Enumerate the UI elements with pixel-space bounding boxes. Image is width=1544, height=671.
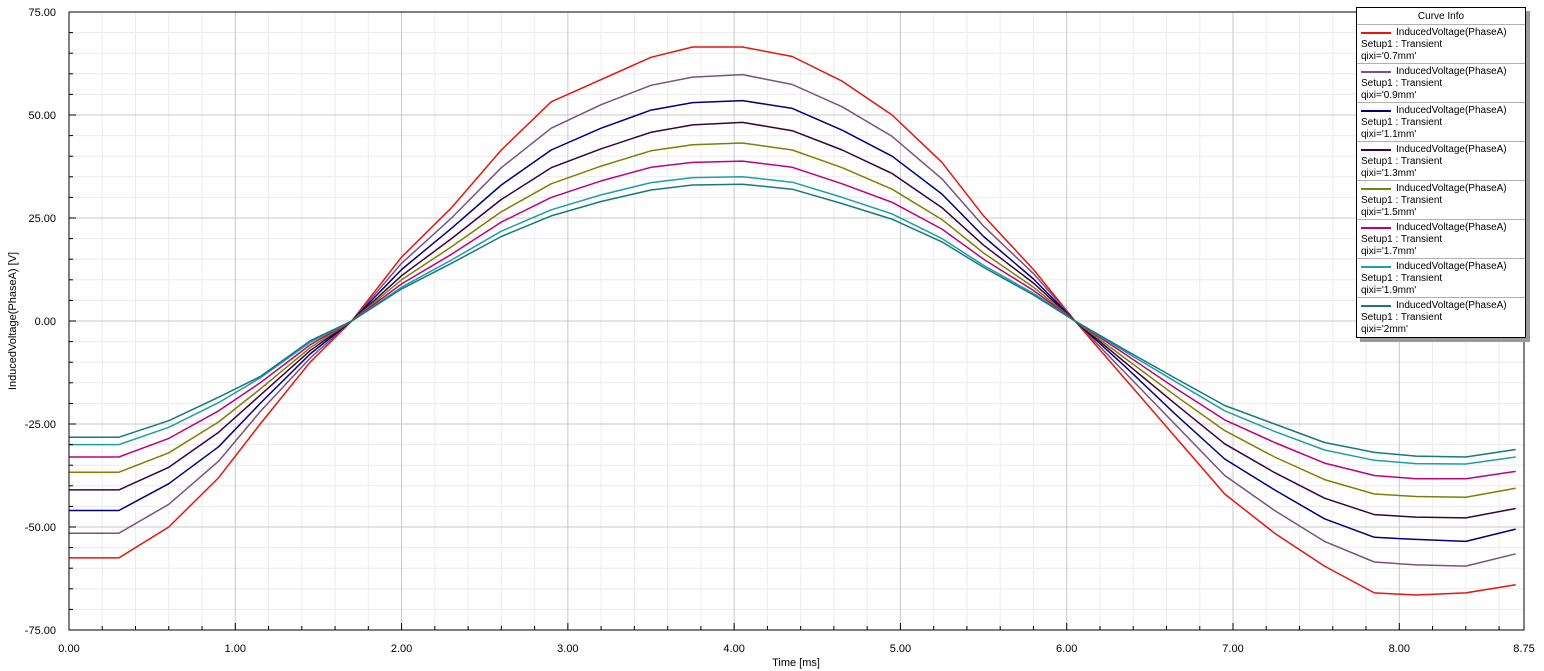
legend-setup: Setup1 : Transient: [1361, 312, 1443, 323]
x-tick-label: 3.00: [557, 643, 578, 655]
y-axis-title: InducedVoltage(PhaseA) [V]: [7, 252, 19, 390]
y-tick-label: -25.00: [25, 419, 56, 431]
legend-entry-header: InducedVoltage(PhaseA): [1361, 26, 1525, 39]
legend-entry[interactable]: InducedVoltage(PhaseA) Setup1 : Transient…: [1357, 103, 1525, 142]
legend-entry[interactable]: InducedVoltage(PhaseA) Setup1 : Transient…: [1357, 25, 1525, 64]
x-tick-label: 4.00: [723, 643, 744, 655]
legend-series-name: InducedVoltage(PhaseA): [1396, 221, 1507, 233]
legend-param: qixi='1.7mm': [1361, 246, 1417, 257]
x-tick-label: 8.00: [1389, 643, 1410, 655]
legend-param: qixi='1.3mm': [1361, 168, 1417, 179]
legend-title: Curve Info: [1357, 8, 1525, 25]
legend-entry-header: InducedVoltage(PhaseA): [1361, 182, 1525, 195]
y-tick-label: -50.00: [25, 522, 56, 534]
legend-swatch: [1361, 148, 1391, 151]
legend-param: qixi='0.7mm': [1361, 51, 1417, 62]
x-tick-label: 6.00: [1056, 643, 1077, 655]
curve-info-legend[interactable]: Curve Info InducedVoltage(PhaseA) Setup1 …: [1356, 7, 1526, 338]
series-line: [69, 142, 1516, 499]
series-line: [69, 183, 1516, 458]
series-line: [69, 160, 1516, 480]
series-line: [69, 46, 1516, 596]
legend-entry[interactable]: InducedVoltage(PhaseA) Setup1 : Transient…: [1357, 259, 1525, 298]
legend-setup: Setup1 : Transient: [1361, 156, 1443, 167]
legend-swatch: [1361, 109, 1391, 112]
y-tick-label: 25.00: [28, 213, 56, 225]
legend-entry[interactable]: InducedVoltage(PhaseA) Setup1 : Transient…: [1357, 142, 1525, 181]
x-tick-label: 5.00: [890, 643, 911, 655]
legend-entries: InducedVoltage(PhaseA) Setup1 : Transient…: [1357, 25, 1525, 337]
legend-entry[interactable]: InducedVoltage(PhaseA) Setup1 : Transient…: [1357, 181, 1525, 220]
legend-entry-header: InducedVoltage(PhaseA): [1361, 143, 1525, 156]
y-tick-label: 75.00: [28, 7, 56, 19]
legend-entry-header: InducedVoltage(PhaseA): [1361, 299, 1525, 312]
y-tick-label: 0.00: [35, 316, 56, 328]
series-line: [69, 121, 1516, 519]
legend-setup: Setup1 : Transient: [1361, 234, 1443, 245]
legend-entry[interactable]: InducedVoltage(PhaseA) Setup1 : Transient…: [1357, 220, 1525, 259]
legend-series-name: InducedVoltage(PhaseA): [1396, 104, 1507, 116]
legend-param: qixi='1.1mm': [1361, 129, 1417, 140]
x-tick-label: 1.00: [225, 643, 246, 655]
legend-series-name: InducedVoltage(PhaseA): [1396, 143, 1507, 155]
legend-series-name: InducedVoltage(PhaseA): [1396, 182, 1507, 194]
legend-series-name: InducedVoltage(PhaseA): [1396, 26, 1507, 38]
legend-swatch: [1361, 265, 1391, 268]
legend-series-name: InducedVoltage(PhaseA): [1396, 299, 1507, 311]
major-grid: [68, 11, 1525, 631]
axis-ticks: [68, 11, 1525, 631]
legend-param: qixi='1.9mm': [1361, 285, 1417, 296]
x-axis-title: Time [ms]: [772, 657, 820, 669]
legend-setup: Setup1 : Transient: [1361, 195, 1443, 206]
series-layer: [69, 46, 1516, 596]
legend-setup: Setup1 : Transient: [1361, 39, 1443, 50]
legend-swatch: [1361, 31, 1391, 34]
legend-setup: Setup1 : Transient: [1361, 78, 1443, 89]
x-tick-labels: 0.00 1.00 2.00 3.00 4.00 5.00 6.00 7.00 8.00 8.75: [58, 643, 1534, 655]
legend-setup: Setup1 : Transient: [1361, 117, 1443, 128]
series-line: [69, 73, 1516, 567]
series-line: [69, 176, 1516, 465]
x-tick-label: 7.00: [1222, 643, 1243, 655]
legend-swatch: [1361, 226, 1391, 229]
legend-entry-header: InducedVoltage(PhaseA): [1361, 260, 1525, 273]
legend-entry-header: InducedVoltage(PhaseA): [1361, 221, 1525, 234]
x-tick-label: 2.00: [391, 643, 412, 655]
legend-entry[interactable]: InducedVoltage(PhaseA) Setup1 : Transient…: [1357, 64, 1525, 103]
legend-swatch: [1361, 70, 1391, 73]
legend-param: qixi='0.9mm': [1361, 90, 1417, 101]
x-tick-label: 0.00: [58, 643, 79, 655]
y-tick-label: 50.00: [28, 110, 56, 122]
y-tick-label: -75.00: [25, 625, 56, 637]
legend-series-name: InducedVoltage(PhaseA): [1396, 65, 1507, 77]
series-line: [69, 99, 1516, 543]
y-tick-labels: 75.00 50.00 25.00 0.00 -25.00 -50.00 -75.00: [25, 7, 56, 637]
legend-param: qixi='2mm': [1361, 324, 1408, 335]
legend-entry-header: InducedVoltage(PhaseA): [1361, 104, 1525, 117]
legend-series-name: InducedVoltage(PhaseA): [1396, 260, 1507, 272]
legend-entry-header: InducedVoltage(PhaseA): [1361, 65, 1525, 78]
legend-entry[interactable]: InducedVoltage(PhaseA) Setup1 : Transient…: [1357, 298, 1525, 337]
x-tick-label: 8.75: [1513, 643, 1534, 655]
legend-swatch: [1361, 187, 1391, 190]
legend-setup: Setup1 : Transient: [1361, 273, 1443, 284]
legend-swatch: [1361, 304, 1391, 307]
legend-param: qixi='1.5mm': [1361, 207, 1417, 218]
